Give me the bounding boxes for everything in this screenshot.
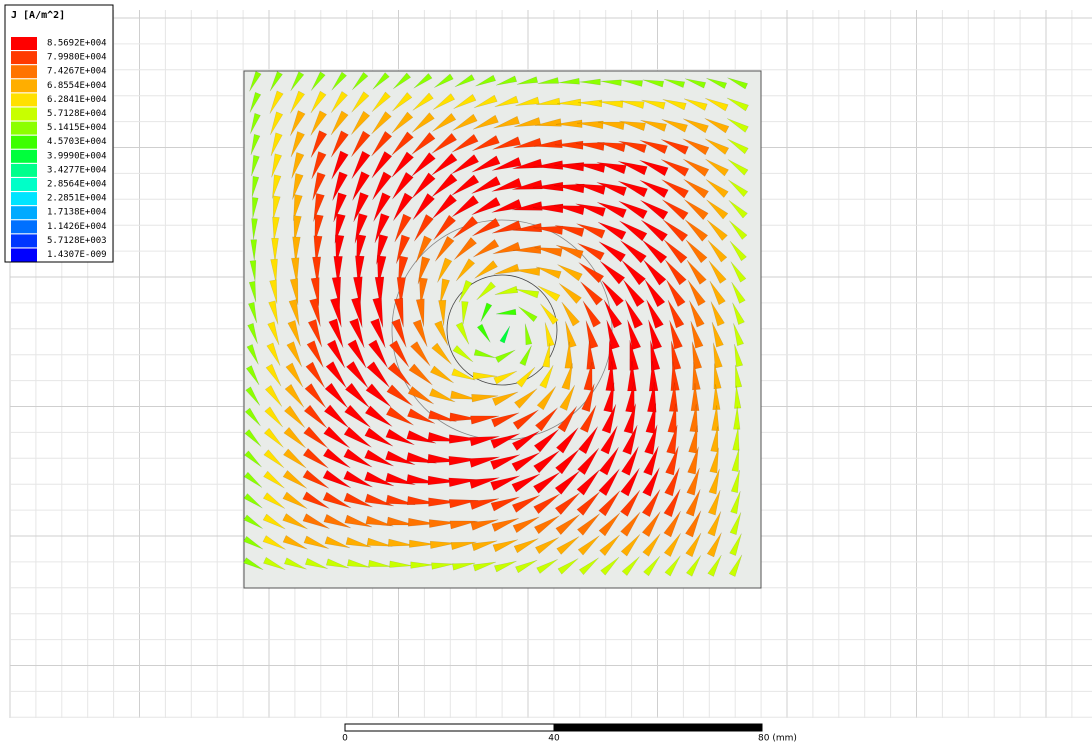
legend-swatch [11,164,37,177]
legend-swatch [11,234,37,247]
legend-label: 5.1415E+004 [47,123,107,133]
legend-label: 6.8554E+004 [47,81,107,91]
legend-swatch [11,136,37,149]
scale-white [345,724,554,731]
legend-label: 5.7128E+004 [47,109,107,119]
page: J [A/m^2] 8.5692E+004 7.9980E+004 7.4267E+… [0,0,1092,746]
scale-bar: 0 40 80 (mm) [342,724,797,744]
legend-label: 3.9990E+004 [47,151,107,161]
legend: J [A/m^2] 8.5692E+004 7.9980E+004 7.4267E+… [5,5,113,262]
legend-label: 8.5692E+004 [47,39,107,49]
legend-label: 2.2851E+004 [47,194,107,204]
legend-title: J [A/m^2] [11,10,65,21]
scale-label: 0 [342,734,348,744]
legend-label: 7.4267E+004 [47,67,107,77]
scale-black [554,724,762,731]
legend-swatch [11,249,37,262]
legend-label: 3.4277E+004 [47,165,107,175]
legend-label: 1.1426E+004 [47,222,107,232]
legend-label: 6.2841E+004 [47,95,107,105]
scale-label: 80 (mm) [758,734,797,744]
legend-label: 4.5703E+004 [47,137,107,147]
legend-swatch [11,220,37,233]
legend-swatch [11,206,37,219]
legend-swatch [11,79,37,92]
legend-label: 2.8564E+004 [47,180,107,190]
legend-swatch [11,192,37,205]
legend-swatch [11,178,37,191]
legend-label: 1.4307E-009 [47,250,107,260]
legend-label: 5.7128E+003 [47,236,107,246]
legend-swatch [11,150,37,163]
legend-label: 7.9980E+004 [47,53,107,63]
legend-swatch [11,65,37,78]
legend-swatch [11,37,37,50]
scale-label: 40 [548,734,560,744]
legend-swatch [11,93,37,106]
field-view: J [A/m^2] 8.5692E+004 7.9980E+004 7.4267E+… [0,0,1092,746]
legend-label: 1.7138E+004 [47,208,107,218]
legend-swatch [11,122,37,135]
legend-swatch [11,51,37,64]
legend-swatch [11,108,37,121]
